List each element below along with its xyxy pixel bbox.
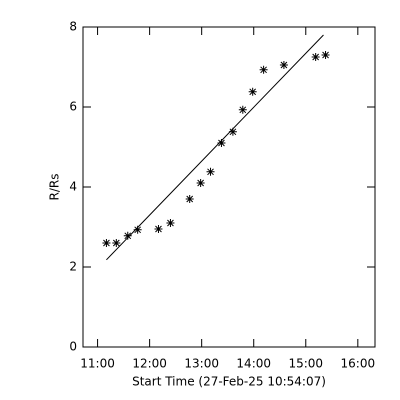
data-point	[217, 139, 226, 147]
y-tick-label: 0	[69, 340, 77, 354]
y-axis-label: R/Rs	[48, 174, 62, 201]
x-tick-label: 13:00	[184, 357, 219, 371]
data-point	[133, 225, 142, 234]
data-point	[123, 231, 132, 240]
y-tick-label: 6	[69, 100, 77, 114]
x-tick-label: 12:00	[132, 357, 167, 371]
data-point	[248, 87, 257, 96]
data-point	[112, 239, 121, 247]
data-point	[154, 225, 163, 233]
fit-line	[106, 34, 324, 261]
data-point	[321, 51, 330, 59]
data-point	[102, 239, 111, 247]
y-tick-label: 8	[69, 20, 77, 34]
y-tick-label: 4	[69, 180, 77, 194]
x-axis-label: Start Time (27-Feb-25 10:54:07)	[132, 375, 326, 389]
plot-frame	[82, 26, 376, 348]
data-point	[196, 179, 205, 187]
data-point	[279, 61, 288, 69]
x-tick-label: 16:00	[341, 357, 376, 371]
x-tick-label: 11:00	[80, 357, 115, 371]
data-point	[206, 167, 215, 176]
y-tick-label: 2	[69, 260, 77, 274]
data-point	[228, 127, 237, 136]
data-point	[259, 65, 268, 74]
data-point	[311, 53, 320, 61]
x-tick-label: 14:00	[236, 357, 271, 371]
x-tick-label: 15:00	[288, 357, 323, 371]
data-point	[238, 105, 247, 114]
data-point	[166, 219, 175, 227]
data-point	[185, 195, 194, 203]
